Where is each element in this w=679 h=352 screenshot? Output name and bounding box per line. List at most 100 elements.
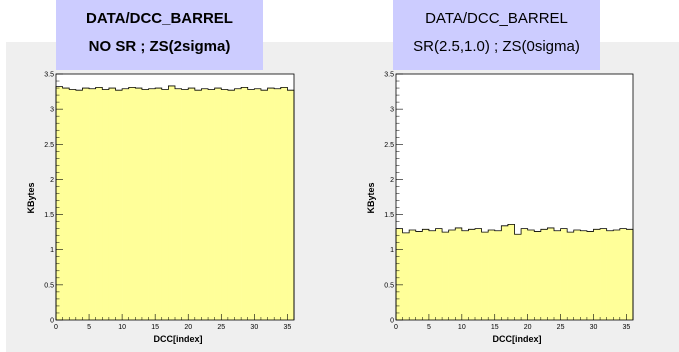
left-bar-6	[95, 87, 103, 321]
right-bar-5	[428, 230, 436, 320]
right-bar-21	[534, 231, 542, 320]
left-bar-17	[168, 85, 176, 320]
right-x-tick-label-5: 25	[557, 324, 565, 331]
right-chart-title-line2: SR(2.5,1.0) ; ZS(0sigma)	[413, 38, 580, 55]
right-y-tick-label-4: 2	[390, 177, 394, 184]
right-bar-33	[613, 230, 621, 320]
right-chart-title-line1: DATA/DCC_BARREL	[425, 10, 568, 27]
left-chart-title-box: DATA/DCC_BARREL NO SR ; ZS(2sigma)	[56, 0, 263, 70]
right-bar-27	[573, 230, 581, 320]
left-bar-7	[102, 89, 110, 320]
right-bar-22	[540, 229, 548, 320]
left-x-tick-label-4: 20	[184, 324, 192, 331]
right-bar-18	[514, 234, 522, 320]
left-bar-4	[82, 88, 90, 320]
right-bar-1	[402, 232, 410, 320]
right-bar-29	[586, 231, 594, 320]
right-bar-26	[567, 232, 575, 320]
left-y-tick-label-4: 2	[50, 177, 54, 184]
left-chart-title-line1: DATA/DCC_BARREL	[86, 10, 233, 27]
right-bar-6	[435, 228, 443, 320]
right-bar-9	[455, 227, 463, 320]
left-bar-31	[260, 90, 268, 320]
right-bar-25	[560, 228, 568, 320]
right-bar-30	[593, 229, 601, 320]
left-bar-2	[69, 89, 77, 320]
right-bar-23	[547, 227, 555, 320]
right-y-tick-label-7: 3.5	[384, 72, 394, 79]
left-bar-20	[188, 88, 196, 320]
left-bar-13	[141, 89, 149, 320]
left-bar-27	[234, 88, 242, 320]
right-bar-13	[481, 232, 489, 320]
right-y-tick-label-5: 2.5	[384, 142, 394, 149]
right-bar-3	[415, 231, 423, 320]
left-y-tick-label-0: 0	[50, 318, 54, 325]
left-bar-28	[241, 87, 249, 321]
left-x-tick-label-7: 35	[283, 324, 291, 331]
left-bar-5	[89, 88, 96, 320]
left-bar-26	[227, 90, 235, 320]
left-chart-title-line2: NO SR ; ZS(2sigma)	[88, 38, 231, 55]
left-bar-33	[274, 88, 282, 320]
left-x-tick-label-6: 30	[250, 324, 258, 331]
right-bar-7	[442, 232, 449, 320]
right-x-tick-label-3: 15	[491, 324, 499, 331]
left-bar-15	[155, 88, 163, 320]
left-x-tick-label-5: 25	[217, 324, 225, 331]
right-x-tick-label-2: 10	[458, 324, 466, 331]
right-y-tick-label-6: 3	[390, 107, 394, 114]
left-bar-22	[201, 88, 209, 320]
right-bar-32	[606, 230, 614, 320]
left-bar-25	[221, 89, 229, 320]
right-bar-20	[527, 230, 535, 320]
right-bar-35	[626, 229, 634, 320]
right-bar-2	[409, 230, 417, 320]
left-bar-1	[62, 88, 70, 320]
right-bar-12	[475, 228, 482, 320]
right-bar-11	[468, 229, 476, 320]
left-y-tick-label-3: 1.5	[44, 212, 54, 219]
left-bar-9	[115, 90, 123, 320]
left-y-tick-label-7: 3.5	[44, 72, 54, 79]
right-x-tick-label-0: 0	[394, 324, 398, 331]
right-y-tick-label-2: 1	[390, 247, 394, 254]
left-bar-11	[128, 87, 136, 321]
left-bar-10	[122, 88, 130, 320]
left-bar-35	[287, 90, 295, 320]
right-bar-14	[488, 230, 496, 320]
right-bar-17	[507, 224, 515, 320]
left-bar-16	[161, 89, 169, 320]
left-bar-8	[108, 88, 116, 320]
left-bar-14	[148, 88, 156, 320]
right-x-tick-label-7: 35	[623, 324, 631, 331]
left-y-tick-label-1: 0.5	[44, 282, 54, 289]
right-x-tick-label-1: 5	[427, 324, 431, 331]
right-y-axis-title: KBytes	[366, 182, 376, 213]
right-chart-title-box: DATA/DCC_BARREL SR(2.5,1.0) ; ZS(0sigma)	[393, 0, 600, 70]
right-bar-19	[521, 228, 528, 320]
left-bar-12	[135, 88, 143, 320]
right-y-tick-label-1: 0.5	[384, 282, 394, 289]
left-bar-3	[75, 90, 83, 320]
left-bar-19	[181, 89, 189, 320]
left-bar-23	[208, 89, 215, 320]
right-bar-16	[501, 225, 509, 320]
left-histogram-outline	[55, 85, 295, 320]
right-bar-15	[494, 230, 502, 320]
right-bar-31	[600, 228, 607, 320]
right-histogram-outline	[395, 224, 634, 320]
right-bar-0	[396, 228, 403, 320]
left-bar-21	[194, 90, 202, 320]
left-bar-30	[254, 88, 262, 320]
left-y-tick-label-6: 3	[50, 107, 54, 114]
right-bar-28	[580, 230, 588, 320]
left-y-tick-label-2: 1	[50, 247, 54, 254]
left-x-axis-title: DCC[index]	[154, 334, 203, 344]
right-bar-34	[619, 228, 627, 320]
right-y-tick-label-3: 1.5	[384, 212, 394, 219]
right-x-tick-label-6: 30	[590, 324, 598, 331]
right-bar-24	[554, 230, 561, 320]
left-bar-24	[214, 88, 222, 320]
